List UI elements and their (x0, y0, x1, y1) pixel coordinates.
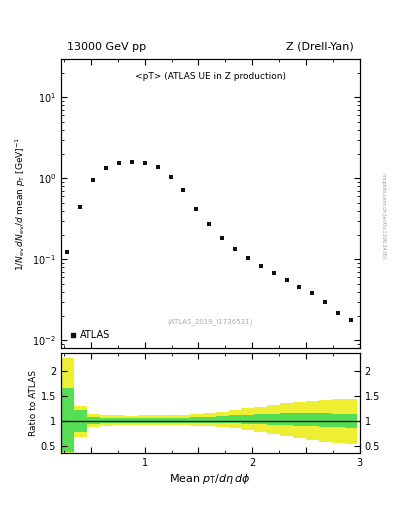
Text: (ATLAS_2019_I1736531): (ATLAS_2019_I1736531) (167, 318, 253, 325)
Text: Z (Drell-Yan): Z (Drell-Yan) (286, 41, 354, 52)
Y-axis label: Ratio to ATLAS: Ratio to ATLAS (29, 370, 38, 436)
Text: mcplots.cern.ch [arXiv:1306.3436]: mcplots.cern.ch [arXiv:1306.3436] (381, 173, 386, 258)
Text: 13000 GeV pp: 13000 GeV pp (67, 41, 146, 52)
Y-axis label: $1/N_\mathrm{ev}\,dN_\mathrm{ev}/d$ mean $p_\mathrm{T}$ [GeV]$^{-1}$: $1/N_\mathrm{ev}\,dN_\mathrm{ev}/d$ mean… (14, 136, 28, 271)
Legend: ATLAS: ATLAS (66, 328, 114, 344)
X-axis label: Mean $p_\mathrm{T}/d\eta\,d\phi$: Mean $p_\mathrm{T}/d\eta\,d\phi$ (169, 472, 251, 486)
Text: <pT> (ATLAS UE in Z production): <pT> (ATLAS UE in Z production) (135, 72, 286, 81)
